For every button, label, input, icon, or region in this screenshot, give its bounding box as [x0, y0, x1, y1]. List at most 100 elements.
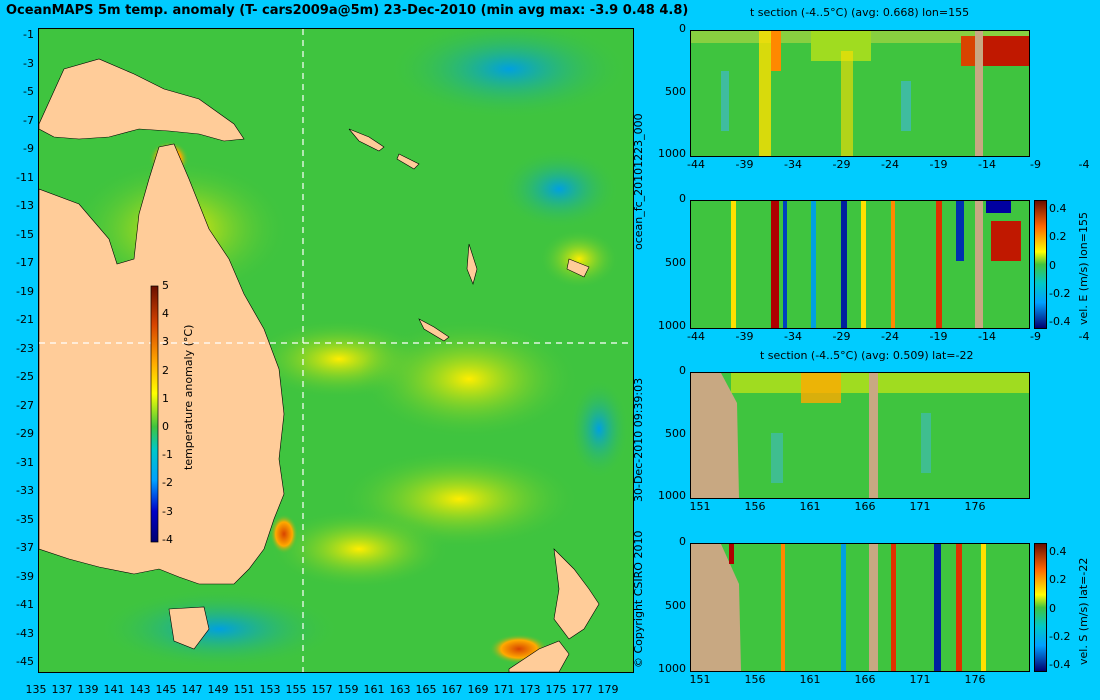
section-x-tick-label: -24 [881, 330, 899, 343]
vel-colorbar-tick-label: -0.4 [1049, 658, 1071, 671]
colorbar-tick-label: 0 [162, 420, 169, 433]
section-x-tick-label: 151 [689, 673, 711, 686]
new-caledonia [418, 318, 450, 342]
map-x-tick-label: 147 [181, 683, 203, 696]
map-x-tick-label: 145 [155, 683, 177, 696]
vel-e-section-svg [691, 201, 1029, 328]
map-y-tick-label: -39 [16, 569, 34, 583]
map-y-tick-label: -1 [23, 28, 34, 41]
section-y-tick-label: 0 [679, 192, 686, 205]
map-y-tick-label: -15 [16, 227, 34, 241]
section-y-tick-label: 500 [665, 255, 686, 269]
australia-land [39, 143, 285, 585]
section-x-tick-label: 176 [964, 673, 986, 686]
crosshair [39, 29, 633, 672]
section-y-tick-label: 0 [679, 22, 686, 35]
vel-colorbar-tick-label: -0.4 [1049, 315, 1071, 328]
colorbar-tick-label: 3 [162, 335, 169, 349]
map-x-tick-label: 173 [519, 683, 541, 696]
map-x-tick-label: 177 [571, 683, 593, 696]
t-section-lon-title: t section (-4..5°C) (avg: 0.668) lon=155 [750, 6, 970, 19]
colorbar-tick-label: 4 [162, 307, 169, 321]
run-id-label: ocean_fc_20101223_000 [632, 113, 645, 250]
section-y-tick-label: 500 [665, 84, 686, 98]
section-x-tick-label: -39 [735, 158, 754, 171]
map-x-tick-label: 161 [363, 683, 385, 696]
map-y-tick-label: -7 [23, 113, 34, 127]
map-x-tick-label: 159 [337, 683, 359, 696]
map-x-tick-label: 155 [285, 683, 307, 696]
vel-s-colorbar [1034, 543, 1047, 672]
map-y-tick-label: -13 [16, 199, 34, 212]
map-x-tick-label: 165 [415, 683, 437, 696]
section-x-tick-label: -4 [1078, 330, 1090, 343]
tasmania-land [168, 606, 210, 650]
vel-s-section-panel[interactable] [690, 543, 1030, 672]
colorbar-tick-label: -4 [162, 532, 173, 546]
section-y-tick-label: 0 [679, 535, 686, 548]
map-y-tick-label: -41 [16, 598, 34, 611]
temperature-anomaly-map[interactable] [38, 28, 634, 673]
colorbar-tick-label: 5 [162, 279, 169, 292]
map-colorbar [150, 285, 159, 543]
map-x-tick-label: 171 [493, 683, 515, 696]
map-x-tick-label: 163 [389, 683, 411, 696]
map-y-tick-label: -27 [16, 398, 34, 412]
map-y-tick-label: -37 [16, 541, 34, 554]
fiji [566, 258, 590, 278]
t-section-lat-title: t section (-4..5°C) (avg: 0.509) lat=-22 [760, 349, 974, 362]
section-x-tick-label: 166 [854, 500, 876, 513]
section-x-tick-label: 176 [964, 500, 986, 513]
vel-colorbar-tick-label: 0 [1049, 258, 1056, 272]
map-y-tick-label: -3 [23, 56, 34, 70]
section-x-tick-label: 166 [854, 673, 876, 686]
colorbar-tick-label: -3 [162, 504, 173, 518]
section-x-tick-label: -9 [1030, 330, 1041, 343]
section-x-tick-label: 161 [799, 673, 821, 686]
new-guinea-land [39, 58, 245, 142]
map-y-tick-label: -9 [23, 142, 34, 155]
map-y-tick-label: -11 [16, 170, 34, 184]
map-y-tick-label: -21 [16, 313, 34, 326]
section-x-tick-label: 161 [799, 500, 821, 513]
map-x-tick-label: 169 [467, 683, 489, 696]
vel-e-section-panel[interactable] [690, 200, 1030, 329]
t-section-lat-panel[interactable] [690, 372, 1030, 499]
map-x-tick-label: 167 [441, 683, 463, 696]
map-y-tick-label: -45 [16, 655, 34, 668]
vel-colorbar-tick-label: 0 [1049, 601, 1056, 615]
map-svg [39, 29, 633, 672]
section-x-tick-label: -14 [978, 158, 996, 171]
timestamp-label: 30-Dec-2010 09:39:03 [632, 377, 645, 502]
section-y-tick-label: 1000 [658, 319, 686, 332]
vanuatu [466, 243, 478, 285]
t-section-lon-panel[interactable] [690, 30, 1030, 157]
vel-colorbar-tick-label: 0.4 [1049, 202, 1067, 215]
section-x-tick-label: -29 [832, 330, 851, 343]
section-y-tick-label: 500 [665, 426, 686, 440]
map-x-tick-label: 139 [77, 683, 99, 696]
map-y-tick-label: -17 [16, 256, 34, 269]
colorbar-label: temperature anomaly (°C) [182, 324, 195, 470]
map-y-tick-label: -31 [16, 455, 34, 469]
section-y-tick-label: 0 [679, 364, 686, 377]
map-x-tick-label: 179 [597, 683, 619, 696]
map-x-tick-label: 141 [103, 683, 125, 696]
colorbar-tick-label: -2 [162, 476, 173, 490]
map-y-tick-label: -25 [16, 370, 34, 383]
t-section-lat-svg [691, 373, 1029, 498]
section-x-tick-label: -44 [687, 158, 705, 171]
section-x-tick-label: -39 [735, 330, 754, 343]
vel-colorbar-tick-label: 0.4 [1049, 545, 1067, 558]
map-y-tick-label: -35 [16, 512, 34, 526]
map-x-tick-label: 143 [129, 683, 151, 696]
colorbar-tick-label: 2 [162, 363, 169, 377]
section-x-tick-label: -34 [784, 330, 802, 343]
t-section-lon-svg [691, 31, 1029, 156]
section-x-tick-label: 156 [744, 673, 766, 686]
section-y-tick-label: 500 [665, 598, 686, 612]
section-y-tick-label: 1000 [658, 662, 686, 675]
new-zealand-north [553, 548, 600, 640]
section-x-tick-label: -9 [1030, 158, 1041, 171]
map-y-tick-label: -5 [23, 85, 34, 98]
